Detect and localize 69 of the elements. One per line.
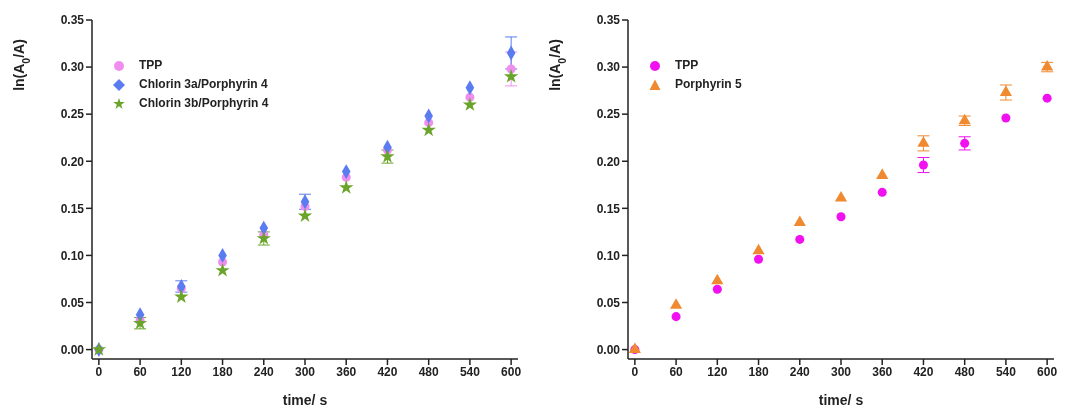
y-tick-label: 0.15 xyxy=(60,201,85,216)
x-tick-label: 600 xyxy=(1037,364,1058,379)
point xyxy=(711,273,724,285)
x-tick-label: 480 xyxy=(418,364,440,379)
y-tick-label: 0.25 xyxy=(60,107,85,122)
x-tick-label: 420 xyxy=(913,364,934,379)
x-tick-label: 600 xyxy=(501,364,522,379)
x-tick-label: 360 xyxy=(872,364,893,379)
point xyxy=(421,122,436,137)
y-tick-label: 0.10 xyxy=(60,248,85,263)
point xyxy=(999,85,1012,97)
x-tick-label: 120 xyxy=(707,364,728,379)
point xyxy=(752,243,765,255)
point xyxy=(174,289,189,303)
x-tick-label: 420 xyxy=(377,364,398,379)
point xyxy=(462,97,478,111)
x-tick-label: 480 xyxy=(954,364,976,379)
y-tick-label: 0.25 xyxy=(596,107,621,122)
x-axis-title: time/ s xyxy=(282,392,328,408)
x-tick-label: 300 xyxy=(830,364,852,379)
x-tick-label: 540 xyxy=(995,364,1017,379)
y-tick-label: 0.00 xyxy=(60,342,85,357)
point xyxy=(339,180,354,194)
point xyxy=(712,284,722,294)
x-tick-label: 360 xyxy=(336,364,357,379)
x-tick-label: 300 xyxy=(294,364,316,379)
x-tick-label: 0 xyxy=(95,364,103,379)
y-tick-label: 0.20 xyxy=(596,154,621,169)
point xyxy=(1001,113,1011,123)
y-tick-label: 0.15 xyxy=(596,201,621,216)
point xyxy=(795,234,805,244)
point xyxy=(793,215,806,226)
y-tick-label: 0.35 xyxy=(60,13,85,28)
point xyxy=(754,254,764,264)
point xyxy=(836,212,846,222)
legend-label: TPP xyxy=(139,57,163,74)
point xyxy=(297,208,313,222)
y-tick-label: 0.35 xyxy=(596,13,621,28)
y-tick-label: 0.20 xyxy=(60,154,85,169)
x-tick-label: 60 xyxy=(133,364,148,379)
y-tick-label: 0.05 xyxy=(596,295,621,310)
point xyxy=(670,298,683,309)
x-tick-label: 180 xyxy=(212,364,233,379)
y-tick-label: 0.05 xyxy=(60,295,85,310)
point xyxy=(918,160,928,170)
point xyxy=(877,187,887,197)
x-tick-label: 240 xyxy=(789,364,811,379)
x-tick-label: 60 xyxy=(669,364,684,379)
point xyxy=(876,168,889,179)
x-tick-label: 240 xyxy=(253,364,275,379)
point xyxy=(671,312,681,322)
x-axis-title: time/ s xyxy=(818,392,864,408)
point xyxy=(215,262,230,277)
point xyxy=(917,136,930,147)
x-tick-label: 120 xyxy=(171,364,192,379)
x-tick-label: 180 xyxy=(748,364,769,379)
legend-label: Porphyrin 5 xyxy=(675,76,742,93)
x-tick-label: 540 xyxy=(459,364,481,379)
legend-label: TPP xyxy=(675,57,699,74)
legend-label: Chlorin 3a/Porphyrin 4 xyxy=(139,76,268,93)
y-tick-label: 0.30 xyxy=(596,60,621,75)
legend-label: Chlorin 3b/Porphyrin 4 xyxy=(139,95,269,112)
y-tick-label: 0.00 xyxy=(596,342,621,357)
y-tick-label: 0.10 xyxy=(596,248,621,263)
point xyxy=(1042,93,1052,103)
x-tick-label: 0 xyxy=(631,364,639,379)
point xyxy=(503,68,518,83)
y-tick-label: 0.30 xyxy=(60,60,85,75)
point xyxy=(834,190,848,202)
